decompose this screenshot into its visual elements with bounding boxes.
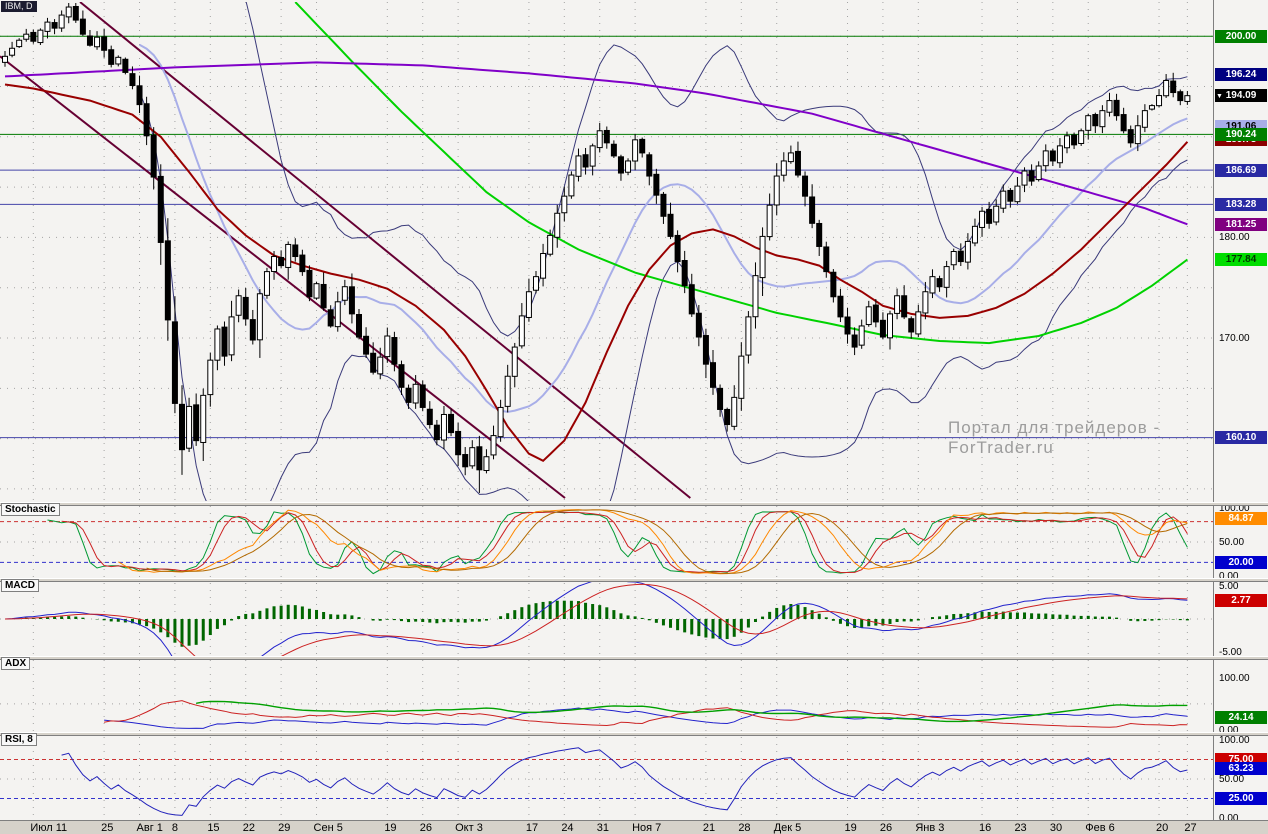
time-axis-label: Окт 3 [455, 822, 483, 834]
adx-minus-di-line [104, 700, 1188, 728]
price-badge: 2.77 [1215, 594, 1267, 608]
time-axis-label: Фев 6 [1085, 822, 1115, 834]
macd-signal-line [4, 583, 1188, 656]
time-axis-label: 19 [844, 822, 857, 834]
time-axis-label: 31 [596, 822, 609, 834]
bollinger-upper-band [245, 2, 1188, 337]
panel-separator[interactable] [0, 656, 1268, 660]
time-axis-label: 16 [979, 822, 992, 834]
panel-separator[interactable] [0, 502, 1268, 506]
adx-main-line [196, 700, 1188, 723]
time-axis-label: 28 [738, 822, 751, 834]
rsi-line [61, 747, 1188, 816]
time-axis-label: 25 [101, 822, 114, 834]
time-axis-label: 15 [207, 822, 220, 834]
current-price-arrow-icon: ▼ [1216, 93, 1223, 101]
time-axis-label: Июл 11 [30, 822, 68, 834]
time-axis-label: 23 [1014, 822, 1027, 834]
time-axis-label: 22 [242, 822, 255, 834]
time-axis-label: Ноя 7 [632, 822, 662, 834]
maroon-ma-line [4, 83, 1189, 463]
stochastic-d-slow [146, 509, 1188, 574]
price-badge: 183.28 [1215, 197, 1267, 211]
time-axis-label: 24 [561, 822, 574, 834]
chart-symbol-label: IBM, D [1, 1, 37, 12]
time-axis-label: 27 [1184, 822, 1197, 834]
price-badge: 63.23 [1215, 762, 1267, 776]
scale-label: 0.00 [1219, 571, 1239, 582]
purple-ma-line [4, 61, 1188, 226]
price-badge: ▼ 194.09 [1215, 89, 1267, 103]
time-axis-label: 26 [879, 822, 893, 834]
panel-separator[interactable] [0, 578, 1268, 582]
time-axis-label: 21 [702, 822, 716, 834]
time-axis-label: 26 [419, 822, 432, 834]
price-badge: 186.69 [1215, 163, 1267, 177]
scale-label: 170.00 [1219, 333, 1250, 345]
time-axis-label: 29 [278, 822, 291, 834]
time-axis-label: 8 [171, 822, 179, 834]
green-ma-line [294, 2, 1188, 345]
adx-plus-di-line [104, 707, 1188, 729]
panel-separator[interactable] [0, 732, 1268, 736]
panel-label-rsi: RSI, 8 [1, 733, 37, 746]
panel-label-stochastic: Stochastic [1, 503, 60, 516]
scale-label: 0.00 [1219, 725, 1239, 736]
price-badge: 196.24 [1215, 67, 1267, 81]
time-axis-label: 30 [1049, 822, 1063, 834]
price-badge: 160.10 [1215, 431, 1267, 445]
price-badge: 24.14 [1215, 710, 1267, 724]
scale-label: 0.00 [1219, 813, 1239, 824]
panel-label-macd: MACD [1, 579, 39, 592]
scale-label: 100.00 [1219, 672, 1250, 684]
scale-label: 5.00 [1219, 580, 1239, 592]
time-axis[interactable]: Июл 11 25 Авг 1 8 15 22 29 Сен 5 19 26 Окт 3 17 24 31… [0, 820, 1268, 834]
scale-label: 100.00 [1219, 735, 1250, 746]
scale-label: 50.00 [1219, 537, 1245, 548]
scale-label: -5.00 [1219, 647, 1242, 659]
time-axis-label: Янв 3 [915, 822, 945, 834]
price-badge: 25.00 [1215, 792, 1267, 805]
price-badge: 200.00 [1215, 29, 1267, 43]
scale-label: 50.00 [1219, 774, 1245, 785]
scale-label: 100.00 [1219, 503, 1250, 514]
panel-label-adx: ADX [1, 657, 31, 670]
time-axis-label: Авг 1 [136, 822, 163, 834]
time-axis-label: Сен 5 [313, 822, 343, 834]
scale-label: 180.00 [1219, 232, 1250, 244]
time-axis-label: 19 [384, 822, 397, 834]
price-badge: 177.84 [1215, 252, 1267, 266]
macd-main-line [4, 582, 1188, 656]
time-axis-label: 20 [1156, 822, 1169, 834]
bollinger-lower-band [139, 91, 1188, 501]
stochastic-d-fast [61, 511, 1188, 574]
price-badge: 190.24 [1215, 127, 1267, 141]
price-badge: 181.25 [1215, 218, 1267, 232]
watermark: Портал для трейдеров - ForTrader.ru [948, 418, 1161, 457]
time-axis-label: 17 [525, 822, 539, 834]
price-badge: 84.87 [1215, 511, 1267, 525]
time-axis-label: Дек 5 [773, 822, 802, 834]
price-badge: 20.00 [1215, 555, 1267, 569]
candlesticks [2, 3, 1191, 493]
price-scale[interactable]: 180.00170.00200.00196.24▼194.09189.73191… [1213, 0, 1268, 824]
bollinger-middle-band [139, 43, 1188, 413]
